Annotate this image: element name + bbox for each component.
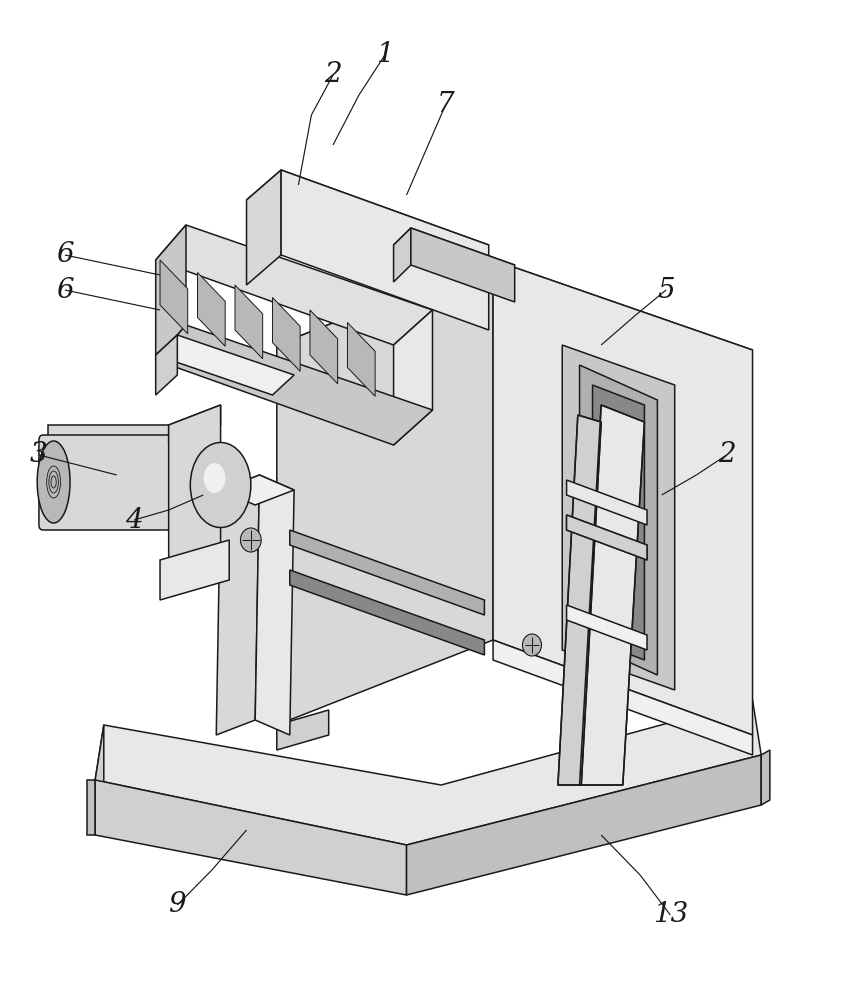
Polygon shape	[580, 365, 657, 675]
Ellipse shape	[522, 634, 541, 656]
Text: 9: 9	[169, 892, 186, 918]
Polygon shape	[197, 272, 225, 346]
Text: 2: 2	[324, 62, 342, 89]
Polygon shape	[761, 750, 770, 805]
Text: 1: 1	[376, 41, 394, 68]
Text: 3: 3	[30, 442, 48, 468]
Polygon shape	[394, 310, 432, 445]
Polygon shape	[567, 605, 647, 650]
Polygon shape	[216, 475, 260, 735]
Polygon shape	[348, 322, 375, 396]
Polygon shape	[310, 310, 337, 384]
Polygon shape	[593, 385, 644, 660]
Text: 4: 4	[125, 506, 143, 534]
Ellipse shape	[37, 441, 70, 523]
Polygon shape	[169, 405, 221, 570]
Polygon shape	[567, 515, 647, 560]
Polygon shape	[247, 170, 489, 275]
Polygon shape	[493, 640, 753, 755]
Polygon shape	[277, 260, 493, 725]
Polygon shape	[160, 260, 188, 334]
Polygon shape	[277, 710, 329, 750]
Polygon shape	[86, 780, 95, 835]
Polygon shape	[156, 335, 294, 395]
Ellipse shape	[190, 442, 251, 528]
Polygon shape	[247, 170, 281, 285]
Polygon shape	[567, 480, 647, 525]
Polygon shape	[156, 325, 432, 445]
Polygon shape	[493, 260, 753, 735]
Polygon shape	[290, 570, 484, 655]
Polygon shape	[48, 425, 186, 445]
Polygon shape	[95, 700, 761, 845]
Polygon shape	[255, 475, 294, 735]
Polygon shape	[272, 298, 300, 371]
Polygon shape	[95, 780, 407, 895]
Polygon shape	[95, 725, 104, 835]
Polygon shape	[580, 405, 644, 785]
Polygon shape	[277, 260, 753, 435]
Polygon shape	[394, 228, 411, 282]
Text: 13: 13	[653, 902, 688, 928]
Polygon shape	[156, 335, 177, 395]
Text: 7: 7	[437, 92, 454, 118]
Polygon shape	[407, 755, 761, 895]
Polygon shape	[221, 475, 294, 505]
Ellipse shape	[240, 528, 261, 552]
Polygon shape	[562, 345, 675, 690]
Polygon shape	[290, 530, 484, 615]
FancyBboxPatch shape	[39, 435, 199, 530]
Text: 6: 6	[56, 276, 74, 304]
Polygon shape	[156, 225, 186, 360]
Text: 5: 5	[657, 276, 675, 304]
Polygon shape	[160, 540, 229, 600]
Ellipse shape	[204, 463, 225, 493]
Text: 6: 6	[56, 241, 74, 268]
Polygon shape	[156, 225, 432, 345]
Polygon shape	[281, 170, 489, 330]
Polygon shape	[394, 228, 515, 282]
Polygon shape	[235, 285, 263, 359]
Polygon shape	[558, 415, 601, 785]
Text: 2: 2	[718, 442, 735, 468]
Polygon shape	[411, 228, 515, 302]
Polygon shape	[567, 515, 647, 560]
Polygon shape	[169, 405, 221, 445]
